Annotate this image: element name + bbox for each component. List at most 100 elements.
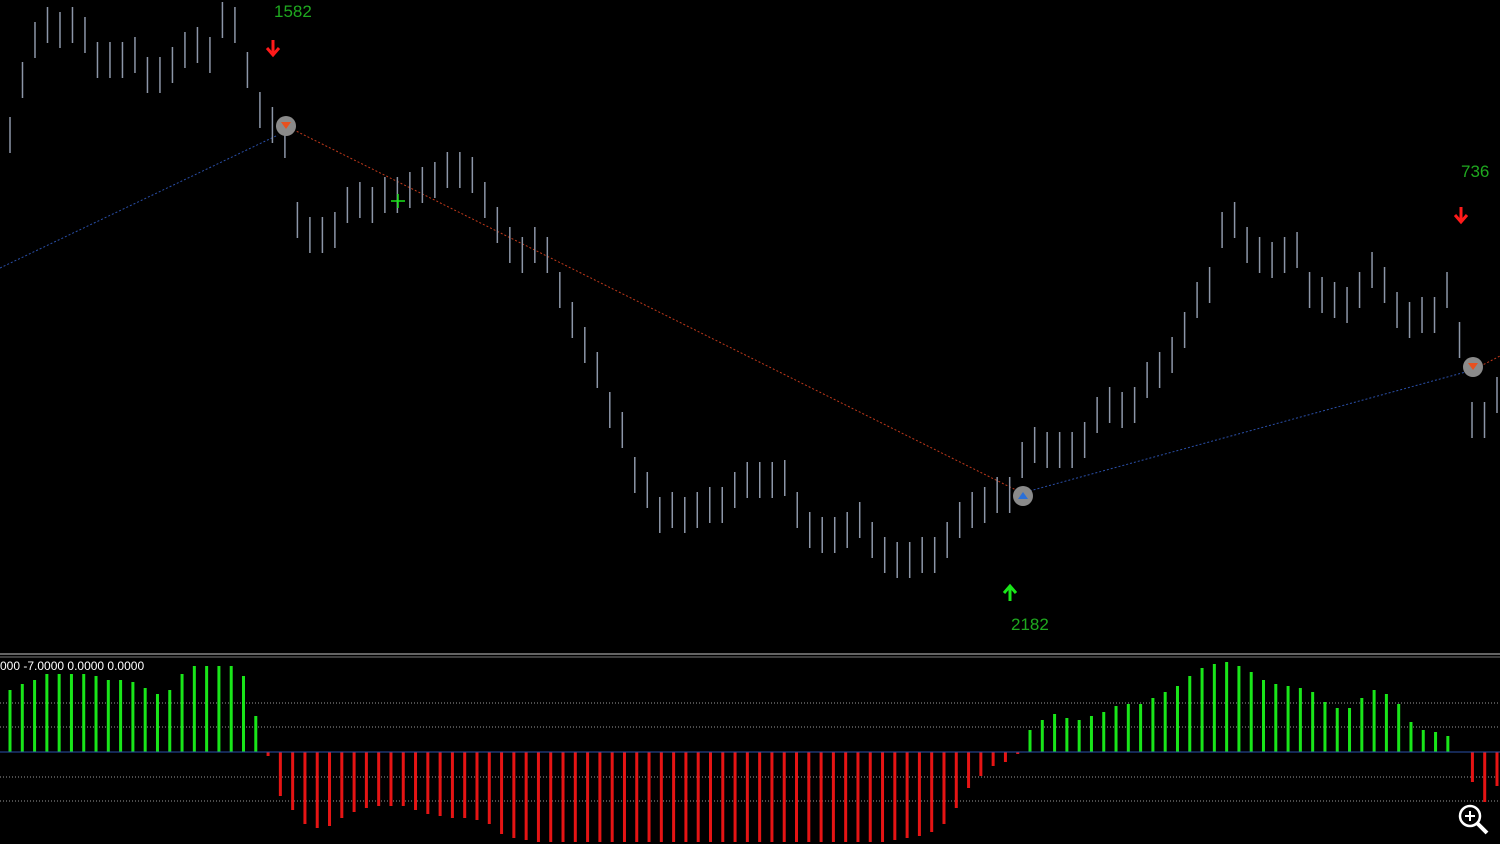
histogram-bar (57, 674, 61, 752)
histogram-bar (1434, 732, 1438, 752)
signal-icon (1468, 363, 1478, 370)
histogram-bar (954, 752, 958, 808)
signal-icon (281, 122, 291, 129)
histogram-bar (770, 752, 774, 842)
markers (265, 40, 1483, 601)
zoom-lens[interactable] (1458, 804, 1482, 828)
histogram-bar (180, 674, 184, 752)
histogram-bar (1212, 664, 1216, 752)
histogram-bar (1421, 730, 1425, 752)
histogram-bar (266, 752, 270, 756)
histogram-bar (1151, 698, 1155, 752)
histogram-bar (1163, 692, 1167, 752)
annotation: 1582 (274, 2, 312, 21)
histogram-bar (106, 680, 110, 752)
histogram-bar (745, 752, 749, 842)
histogram-bar (155, 694, 159, 752)
histogram-bar (1003, 752, 1007, 762)
histogram-bar (45, 674, 49, 752)
histogram-bar (1225, 662, 1229, 752)
histogram-bar (684, 752, 688, 842)
histogram-bar (586, 752, 590, 842)
annotation: 736 (1461, 162, 1489, 181)
histogram-bar (868, 752, 872, 842)
histogram-bar (561, 752, 565, 842)
histogram-bar (20, 684, 24, 752)
histogram-bar (328, 752, 332, 826)
histogram-bar (1397, 704, 1401, 752)
sell-arrow (265, 40, 281, 58)
histogram-bar (1053, 714, 1057, 752)
histogram-bar (524, 752, 528, 840)
histogram-bar (217, 666, 221, 752)
histogram-bar (1065, 718, 1069, 752)
price-bars (9, 2, 1498, 578)
histogram-bar (389, 752, 393, 806)
histogram-bar (487, 752, 491, 824)
histogram-bar (475, 752, 479, 820)
histogram-bar (733, 752, 737, 842)
histogram-bar (1384, 694, 1388, 752)
histogram-bar (229, 666, 233, 752)
histogram-bar (1249, 672, 1253, 752)
histogram-bar (205, 666, 209, 752)
histogram-bar (1126, 704, 1130, 752)
histogram (0, 662, 1500, 842)
histogram-bar (598, 752, 602, 842)
histogram-bar (536, 752, 540, 842)
trend-line (1021, 369, 1474, 494)
histogram-bar (672, 752, 676, 842)
histogram-bar (622, 752, 626, 842)
histogram-bar (1102, 712, 1106, 752)
histogram-bar (438, 752, 442, 816)
histogram-bar (192, 666, 196, 752)
histogram-bar (278, 752, 282, 796)
histogram-bar (696, 752, 700, 842)
histogram-bar (610, 752, 614, 842)
signal-icon (1018, 492, 1028, 499)
histogram-bar (1040, 720, 1044, 752)
histogram-bar (254, 716, 258, 752)
histogram-bar (549, 752, 553, 842)
histogram-bar (291, 752, 295, 810)
histogram-bar (315, 752, 319, 828)
histogram-bar (831, 752, 835, 842)
histogram-bar (721, 752, 725, 842)
histogram-bar (143, 688, 147, 752)
histogram-bar (94, 676, 98, 752)
histogram-bar (844, 752, 848, 842)
histogram-bar (782, 752, 786, 842)
histogram-bar (1409, 722, 1413, 752)
sell-arrow (1453, 207, 1469, 225)
histogram-bar (1077, 720, 1081, 752)
histogram-bar (1360, 698, 1364, 752)
buy-arrow (1002, 583, 1018, 601)
histogram-bar (463, 752, 467, 818)
histogram-bar (119, 680, 123, 752)
zoom-plus[interactable] (1465, 811, 1475, 821)
annotation: 2182 (1011, 615, 1049, 634)
histogram-bar (635, 752, 639, 842)
histogram-bar (303, 752, 307, 824)
histogram-bar (414, 752, 418, 810)
histogram-bar (401, 752, 405, 806)
histogram-bar (168, 690, 172, 752)
histogram-bar (991, 752, 995, 766)
crosshair (391, 194, 405, 208)
histogram-bar (1323, 702, 1327, 752)
zoom-handle[interactable] (1475, 821, 1489, 835)
trend-line (285, 125, 1023, 494)
zoom-icon[interactable] (1458, 804, 1489, 835)
histogram-bar (917, 752, 921, 836)
histogram-bar (1200, 668, 1204, 752)
histogram-bar (795, 752, 799, 842)
histogram-bar (450, 752, 454, 818)
histogram-bar (758, 752, 762, 842)
histogram-bar (1298, 688, 1302, 752)
histogram-bar (930, 752, 934, 832)
histogram-bar (340, 752, 344, 818)
histogram-bar (1274, 684, 1278, 752)
histogram-bar (708, 752, 712, 842)
